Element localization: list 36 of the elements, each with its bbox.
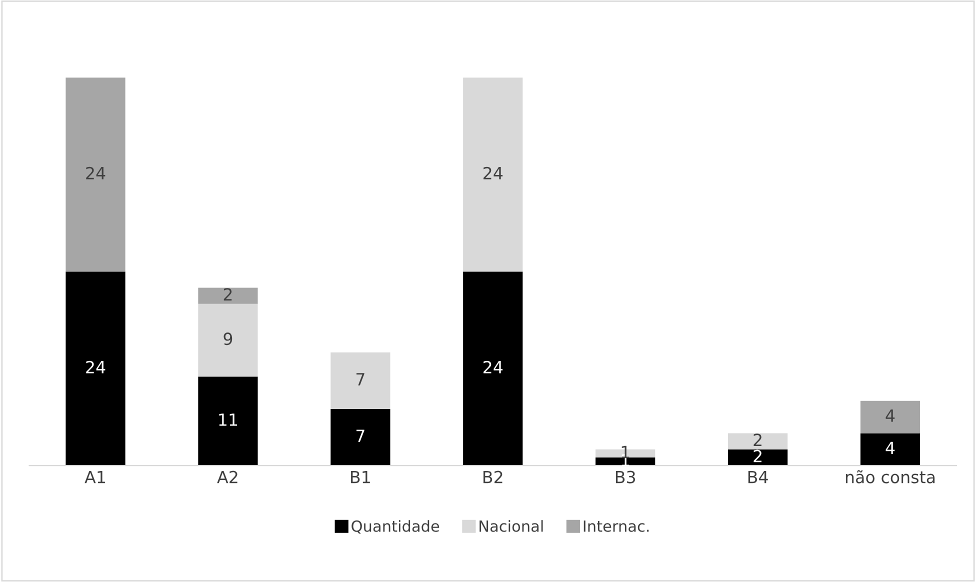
bar [66,78,126,272]
x-tick-label: não consta [846,470,935,484]
bar [66,272,126,466]
data-label: 24 [86,166,106,180]
legend-label: Quantidade [352,520,440,534]
data-label: 4 [886,410,895,422]
x-tick-label: A1 [84,470,105,484]
x-tick-label: B4 [748,470,768,484]
data-label: 24 [483,166,503,180]
bar [728,449,788,466]
data-label: 4 [886,442,895,454]
data-label: 2 [754,434,762,446]
data-label: 11 [219,414,238,426]
legend-label: Nacional [480,520,543,532]
legend-label: Internac. [584,520,649,532]
bar [860,433,920,466]
data-label: 7 [356,373,364,386]
data-label: 7 [356,430,364,442]
bar [198,304,258,377]
x-tick-label: B2 [483,470,502,484]
bar [330,352,390,410]
bar [198,288,258,304]
bar [330,409,390,466]
x-tick-label: A2 [217,470,238,484]
bar [728,433,788,450]
data-label: 9 [224,332,232,346]
data-label: 2 [224,288,232,300]
bar [463,78,523,272]
bar [463,272,523,466]
data-label: 24 [483,360,503,374]
x-tick-label: B1 [351,470,370,484]
bar [860,400,920,434]
x-tick-label: B3 [616,470,636,484]
data-label: 24 [86,360,106,374]
bar [198,376,258,466]
data-label: 2 [754,450,762,462]
